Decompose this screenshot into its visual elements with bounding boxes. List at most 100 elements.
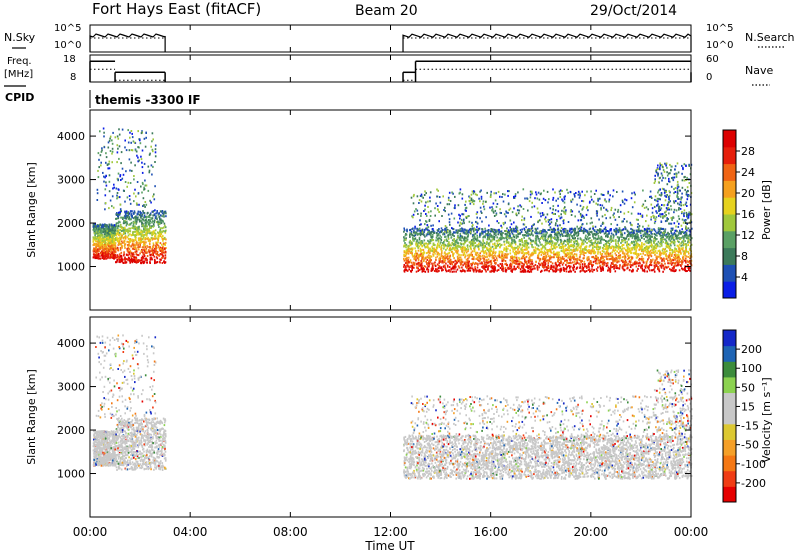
range-gate-point <box>487 250 490 253</box>
range-gate-point <box>447 255 449 258</box>
range-gate-point <box>410 241 413 244</box>
range-gate-point <box>98 235 100 237</box>
range-gate-point <box>453 235 455 238</box>
range-gate-point <box>122 229 124 232</box>
range-gate-point <box>109 245 112 248</box>
range-gate-point <box>144 246 146 249</box>
range-gate-point <box>447 231 449 234</box>
range-gate-point <box>661 239 663 242</box>
range-gate-point <box>109 254 112 256</box>
range-gate-point <box>405 233 407 235</box>
range-gate-point <box>564 234 566 237</box>
range-gate-point <box>566 249 568 252</box>
range-gate-point <box>136 212 139 215</box>
range-gate-point <box>481 262 483 265</box>
range-gate-point <box>485 233 487 235</box>
range-gate-point <box>676 259 679 262</box>
range-gate-point <box>576 235 578 237</box>
range-gate-point <box>131 238 134 241</box>
range-gate-point <box>94 239 97 242</box>
range-gate-point <box>462 264 464 267</box>
range-gate-point <box>120 256 123 259</box>
range-gate-point <box>96 225 99 228</box>
range-gate-point <box>666 266 668 269</box>
range-gate-point <box>130 239 132 242</box>
range-gate-point <box>100 243 102 246</box>
range-gate-point <box>631 264 634 267</box>
range-gate-point <box>609 270 612 273</box>
range-gate-point <box>126 230 129 233</box>
range-gate-point <box>406 228 408 231</box>
range-gate-point <box>411 228 413 231</box>
range-gate-point <box>649 249 652 252</box>
range-gate-point <box>593 237 595 240</box>
range-gate-point <box>443 233 446 236</box>
range-gate-point <box>158 233 161 236</box>
range-gate-point <box>552 252 555 254</box>
range-gate-point <box>659 264 661 267</box>
range-gate-point <box>572 245 574 247</box>
range-gate-point <box>119 211 122 213</box>
range-gate-point <box>567 244 570 247</box>
range-gate-point <box>650 230 652 233</box>
range-gate-point <box>108 230 111 232</box>
range-gate-point <box>105 235 107 238</box>
range-gate-point <box>565 255 567 258</box>
range-gate-point <box>133 258 136 261</box>
range-gate-point <box>677 255 679 258</box>
range-gate-point <box>506 264 508 267</box>
range-gate-point <box>541 258 544 261</box>
range-gate-point <box>647 249 649 252</box>
range-gate-point <box>591 250 594 253</box>
range-gate-point <box>514 259 516 262</box>
range-gate-point <box>131 216 133 219</box>
range-gate-point <box>528 261 530 264</box>
range-gate-point <box>447 260 449 263</box>
range-gate-point <box>534 227 537 230</box>
range-gate-point <box>664 250 667 253</box>
range-gate-point <box>483 267 485 270</box>
range-gate-point <box>473 239 475 242</box>
range-gate-point <box>435 268 437 271</box>
range-gate-point <box>146 229 149 232</box>
range-gate-point <box>541 243 543 246</box>
range-gate-point <box>120 226 123 228</box>
range-gate-point <box>107 227 109 230</box>
range-gate-point <box>464 240 467 243</box>
range-gate-point <box>440 241 442 244</box>
range-gate-point <box>472 240 474 243</box>
range-gate-point <box>122 218 124 220</box>
range-gate-point <box>614 249 617 252</box>
range-gate-point <box>442 243 444 246</box>
range-gate-point <box>160 248 162 250</box>
range-gate-point <box>145 249 147 252</box>
range-gate-point <box>108 241 111 244</box>
range-gate-point <box>674 248 676 251</box>
range-gate-point <box>616 229 619 232</box>
range-gate-point <box>95 251 97 254</box>
range-gate-point <box>455 250 457 253</box>
range-gate-point <box>110 250 112 253</box>
range-gate-point <box>142 210 144 213</box>
range-gate-point <box>550 256 553 259</box>
range-gate-point <box>472 268 474 271</box>
range-gate-point <box>617 231 620 234</box>
range-gate-point <box>470 232 472 235</box>
range-gate-point <box>579 230 581 232</box>
range-gate-point <box>114 239 117 241</box>
range-gate-point <box>142 216 145 219</box>
range-gate-point <box>566 235 569 238</box>
range-gate-point <box>539 263 541 266</box>
range-gate-point <box>526 242 529 245</box>
range-gate-point <box>615 256 617 259</box>
range-gate-point <box>563 250 566 253</box>
range-gate-point <box>652 258 654 261</box>
range-gate-point <box>121 245 123 248</box>
range-gate-point <box>627 248 629 251</box>
range-gate-point <box>108 237 110 240</box>
range-gate-point <box>644 240 647 243</box>
range-gate-point <box>436 229 439 232</box>
range-gate-point <box>640 247 642 250</box>
range-gate-point <box>614 258 617 261</box>
range-gate-point <box>123 220 125 223</box>
